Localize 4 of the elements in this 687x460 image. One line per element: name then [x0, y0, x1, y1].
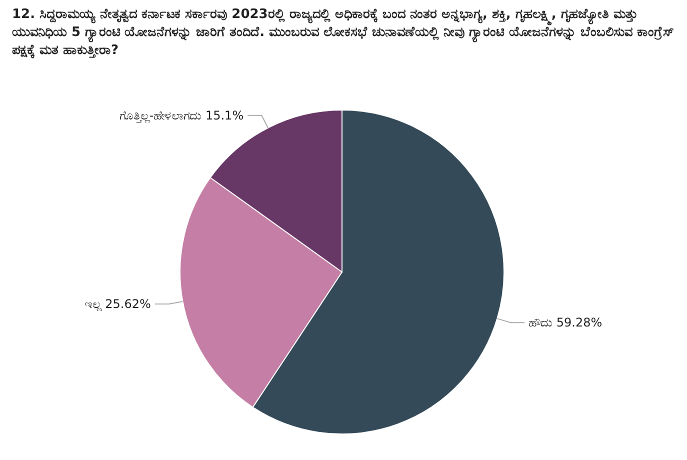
slice-label: ಗೊತ್ತಿಲ್ಲ-ಹೇಳಲಾಗದು 15.1% [119, 108, 244, 124]
slice-label: ಇಲ್ಲ 25.62% [84, 297, 151, 312]
chart-title: 12. ಸಿದ್ದರಾಮಯ್ಯ ನೇತೃತ್ವದ ಕರ್ನಾಟಕ ಸರ್ಕಾರವು 2023ರಲ್ಲಿ ರಾಜ್ಯದಲ್ಲಿ ಅಧಿಕಾರಕ್ಕೆ ಬಂದ ನಂತರ ಅನ್ನಭಾಗ್ಯ, ಶಕ್ತಿ, ಗೃಹಲಕ್ಷ್ಮಿ, ಗೃಹಜ್ಯೋತಿ ಮತ್ತು ಯುವನಿಧಿಯ 5 ಗ್ಯಾರಂಟಿ ಯೋಜನೆಗಳನ್ನು ಜಾರಿಗೆ ತಂದಿದೆ. ಮುಂಬರುವ ಲೋಕಸಭೆ ಚುನಾವಣೆಯಲ್ಲಿ ನೀವು ಗ್ಯಾರಂಟಿ ಯೋಜನೆಗಳನ್ನು ಬೆಂಬಲಿಸುವ ಕಾಂಗ್ರೆಸ್ ಪಕ್ಷಕ್ಕೆ ಮತ ಹಾಕುತ್ತೀರಾ? [12, 6, 675, 60]
slice-label: ಹೌದು 59.28% [528, 316, 602, 330]
